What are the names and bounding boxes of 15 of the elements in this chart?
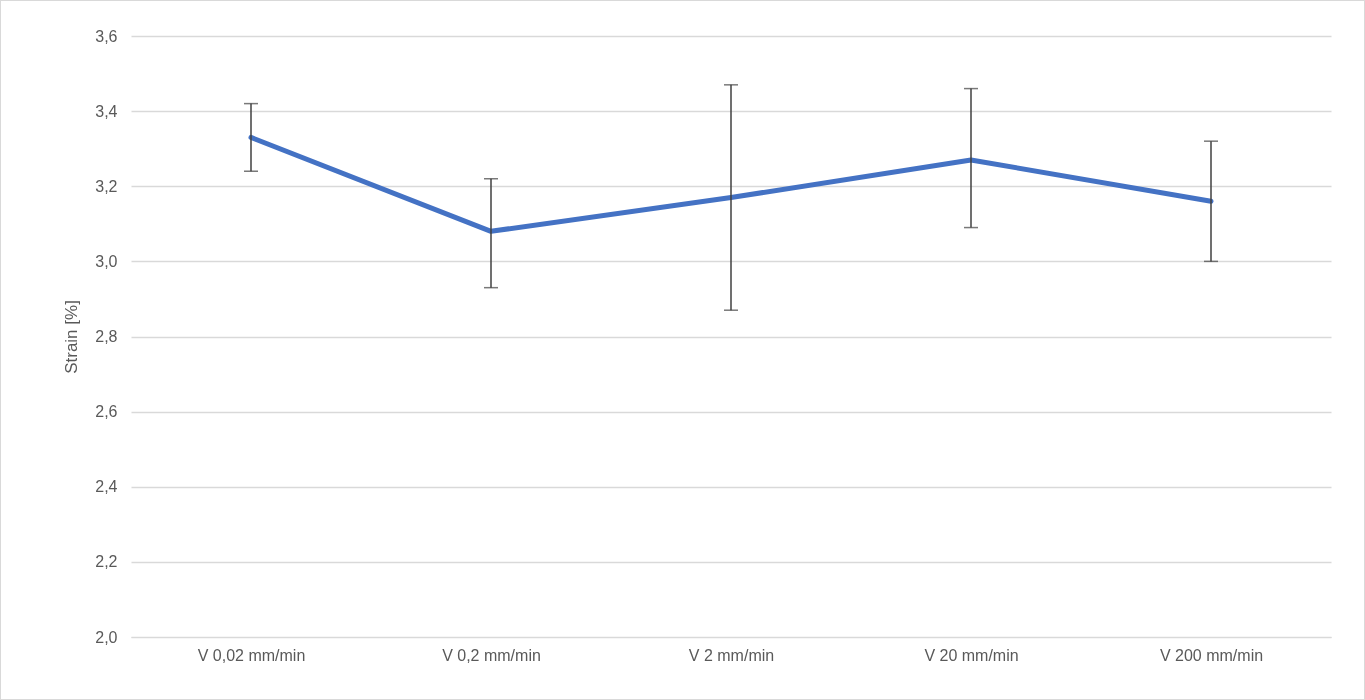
y-axis-title: Strain [%] — [62, 300, 82, 374]
x-tick-label: V 200 mm/min — [1159, 646, 1264, 664]
x-tick-label: V 20 mm/min — [924, 646, 1019, 664]
y-tick-label: 3,0 — [95, 252, 118, 270]
y-tick-label: 2,2 — [95, 553, 118, 571]
x-tick-label: V 0,02 mm/min — [197, 646, 306, 664]
y-tick-label: 3,2 — [95, 177, 118, 195]
y-tick-label: 2,8 — [95, 328, 118, 345]
x-tick-label: V 2 mm/min — [688, 646, 775, 664]
y-tick-label: 3,6 — [95, 27, 118, 45]
y-tick-label: 2,4 — [95, 478, 118, 496]
x-tick-label: V 0,2 mm/min — [442, 646, 541, 664]
y-tick-label: 2,6 — [95, 403, 118, 421]
y-tick-label: 2,0 — [95, 628, 118, 646]
y-tick-label: 3,4 — [95, 102, 118, 120]
